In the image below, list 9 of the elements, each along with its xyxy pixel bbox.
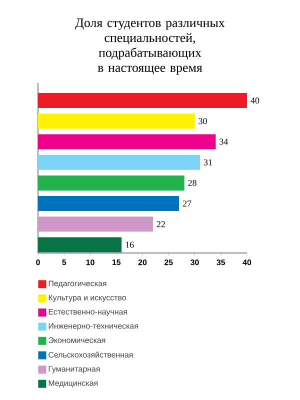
data-label: 22 xyxy=(156,221,165,228)
data-label: 27 xyxy=(182,200,192,207)
data-label: 31 xyxy=(204,159,212,166)
data-label: 28 xyxy=(188,180,196,186)
data-label: 40 xyxy=(250,97,260,104)
data-label: 34 xyxy=(220,138,228,145)
chart-title: Доля студентов различных специальностей, подрабатывающих в настоящее время xyxy=(75,18,225,75)
data-label: 16 xyxy=(126,242,134,248)
data-label: 30 xyxy=(198,118,207,124)
